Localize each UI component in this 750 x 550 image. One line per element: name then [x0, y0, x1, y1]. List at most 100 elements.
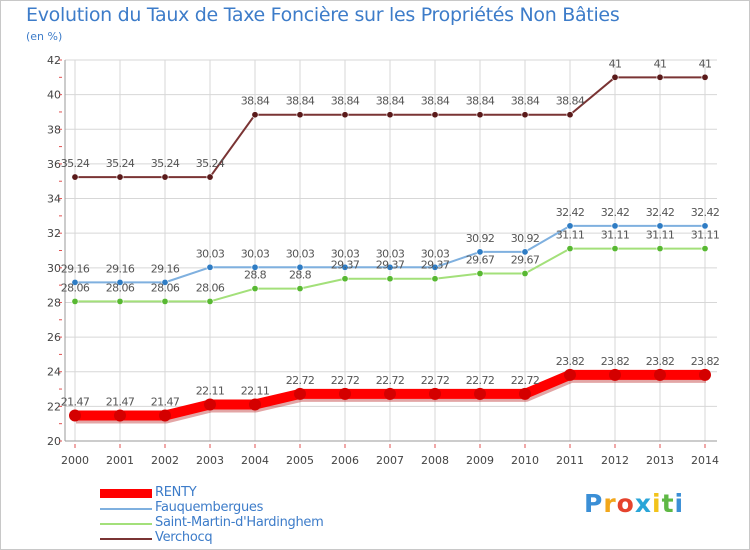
data-point-verchocq: [386, 111, 394, 119]
data-point-renty: [339, 387, 351, 400]
legend-label-fauquembergues: Fauquembergues: [155, 500, 264, 515]
data-label-fauquembergues: 32.42: [646, 206, 675, 219]
x-tick-label: 2002: [151, 454, 179, 467]
data-label-saint-martin-d-hardinghem: 28.06: [106, 281, 135, 294]
logo-letter: r: [603, 489, 617, 518]
data-point-renty: [249, 398, 261, 411]
data-point-saint-martin-d-hardinghem: [476, 270, 484, 278]
y-tick-label: 24: [47, 366, 61, 379]
data-label-renty: 23.82: [601, 355, 630, 368]
data-point-renty: [114, 409, 126, 422]
legend-swatch-fauquembergues: [100, 508, 152, 510]
data-point-renty: [699, 368, 711, 381]
data-label-fauquembergues: 30.03: [331, 247, 360, 260]
data-point-renty: [204, 398, 216, 411]
data-label-verchocq: 38.84: [376, 95, 405, 108]
x-tick-label: 2000: [61, 454, 89, 467]
legend-label-renty: RENTY: [155, 485, 197, 500]
data-point-saint-martin-d-hardinghem: [296, 285, 304, 293]
data-point-renty: [564, 368, 576, 381]
y-tick-label: 38: [47, 123, 61, 136]
y-tick-label: 40: [47, 89, 61, 102]
data-label-fauquembergues: 30.03: [376, 247, 405, 260]
data-label-renty: 22.72: [511, 374, 540, 387]
x-tick-label: 2012: [601, 454, 629, 467]
data-label-saint-martin-d-hardinghem: 29.37: [331, 259, 360, 272]
y-tick-label: 34: [47, 193, 61, 206]
data-point-renty: [519, 387, 531, 400]
logo-letter: i: [652, 489, 662, 518]
data-point-fauquembergues: [611, 222, 619, 230]
data-label-saint-martin-d-hardinghem: 31.11: [556, 229, 585, 242]
data-label-verchocq: 41: [609, 57, 622, 70]
data-label-saint-martin-d-hardinghem: 29.37: [376, 259, 405, 272]
data-point-renty: [429, 387, 441, 400]
legend-label-saint-martin: Saint-Martin-d'Hardinghem: [155, 515, 324, 530]
data-label-verchocq: 38.84: [286, 95, 315, 108]
data-point-saint-martin-d-hardinghem: [206, 297, 214, 305]
data-label-renty: 21.47: [106, 396, 135, 409]
legend-swatch-verchocq: [100, 538, 152, 540]
data-point-verchocq: [566, 111, 574, 119]
data-label-saint-martin-d-hardinghem: 31.11: [601, 229, 630, 242]
logo-letter: i: [674, 489, 685, 518]
data-point-saint-martin-d-hardinghem: [701, 245, 709, 253]
x-tick-label: 2006: [331, 454, 359, 467]
x-tick-label: 2003: [196, 454, 224, 467]
data-label-verchocq: 35.24: [196, 157, 225, 170]
data-point-saint-martin-d-hardinghem: [116, 297, 124, 305]
data-point-saint-martin-d-hardinghem: [71, 297, 79, 305]
data-point-fauquembergues: [386, 263, 394, 271]
x-tick-label: 2005: [286, 454, 314, 467]
data-label-renty: 21.47: [151, 396, 180, 409]
data-label-renty: 22.11: [196, 384, 225, 397]
data-label-renty: 22.72: [376, 374, 405, 387]
data-point-saint-martin-d-hardinghem: [611, 245, 619, 253]
data-point-verchocq: [701, 73, 709, 81]
data-label-verchocq: 35.24: [61, 157, 90, 170]
y-tick-label: 36: [47, 158, 61, 171]
x-tick-label: 2010: [511, 454, 539, 467]
data-point-fauquembergues: [701, 222, 709, 230]
data-point-fauquembergues: [521, 248, 529, 256]
data-label-saint-martin-d-hardinghem: 29.67: [466, 254, 495, 267]
data-point-verchocq: [251, 111, 259, 119]
data-label-renty: 23.82: [556, 355, 585, 368]
y-tick-label: 22: [47, 400, 61, 413]
data-point-verchocq: [161, 173, 169, 181]
data-point-verchocq: [296, 111, 304, 119]
data-label-fauquembergues: 32.42: [691, 206, 720, 219]
y-tick-label: 26: [47, 331, 61, 344]
data-label-fauquembergues: 29.16: [151, 262, 180, 275]
x-tick-label: 2008: [421, 454, 449, 467]
data-point-fauquembergues: [341, 263, 349, 271]
x-tick-label: 2004: [241, 454, 269, 467]
data-label-saint-martin-d-hardinghem: 28.06: [196, 281, 225, 294]
data-point-fauquembergues: [656, 222, 664, 230]
data-label-saint-martin-d-hardinghem: 28.06: [61, 281, 90, 294]
data-label-saint-martin-d-hardinghem: 31.11: [646, 229, 675, 242]
x-tick-label: 2009: [466, 454, 494, 467]
data-label-fauquembergues: 30.03: [196, 247, 225, 260]
data-point-saint-martin-d-hardinghem: [341, 275, 349, 283]
data-label-fauquembergues: 29.16: [61, 262, 90, 275]
data-point-fauquembergues: [206, 263, 214, 271]
x-tick-label: 2011: [556, 454, 584, 467]
data-point-verchocq: [206, 173, 214, 181]
data-label-renty: 22.72: [466, 374, 495, 387]
data-label-saint-martin-d-hardinghem: 29.67: [511, 254, 540, 267]
x-tick-label: 2007: [376, 454, 404, 467]
data-label-saint-martin-d-hardinghem: 28.06: [151, 281, 180, 294]
data-point-saint-martin-d-hardinghem: [431, 275, 439, 283]
chart-unit: (en %): [26, 30, 63, 43]
data-label-renty: 22.72: [331, 374, 360, 387]
data-point-renty: [159, 409, 171, 422]
data-label-verchocq: 41: [654, 57, 667, 70]
data-point-fauquembergues: [431, 263, 439, 271]
data-point-verchocq: [656, 73, 664, 81]
data-point-saint-martin-d-hardinghem: [386, 275, 394, 283]
data-label-verchocq: 38.84: [331, 95, 360, 108]
data-point-renty: [654, 368, 666, 381]
data-label-fauquembergues: 29.16: [106, 262, 135, 275]
data-label-fauquembergues: 30.03: [421, 247, 450, 260]
